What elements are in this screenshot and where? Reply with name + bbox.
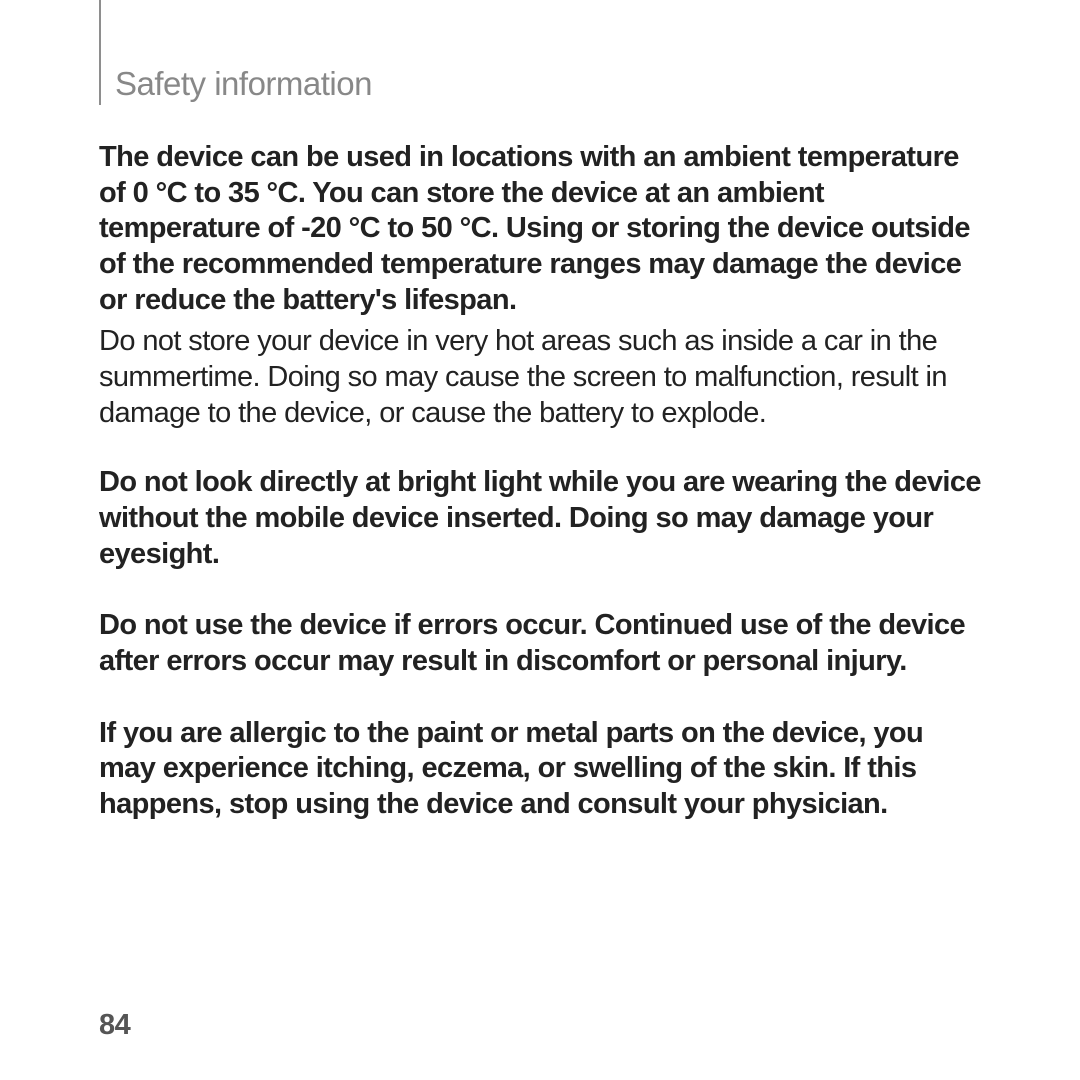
- paragraph-hot-storage-warning: Do not store your device in very hot are…: [99, 324, 984, 431]
- paragraph-allergy-warning: If you are allergic to the paint or meta…: [99, 716, 984, 823]
- section-title: Safety information: [115, 65, 372, 103]
- paragraph-temperature-warning: The device can be used in locations with…: [99, 140, 984, 318]
- page-number: 84: [99, 1009, 130, 1042]
- paragraph-error-warning: Do not use the device if errors occur. C…: [99, 608, 984, 679]
- header-divider-line: [99, 0, 101, 105]
- content-area: The device can be used in locations with…: [99, 140, 984, 829]
- paragraph-bright-light-warning: Do not look directly at bright light whi…: [99, 465, 984, 572]
